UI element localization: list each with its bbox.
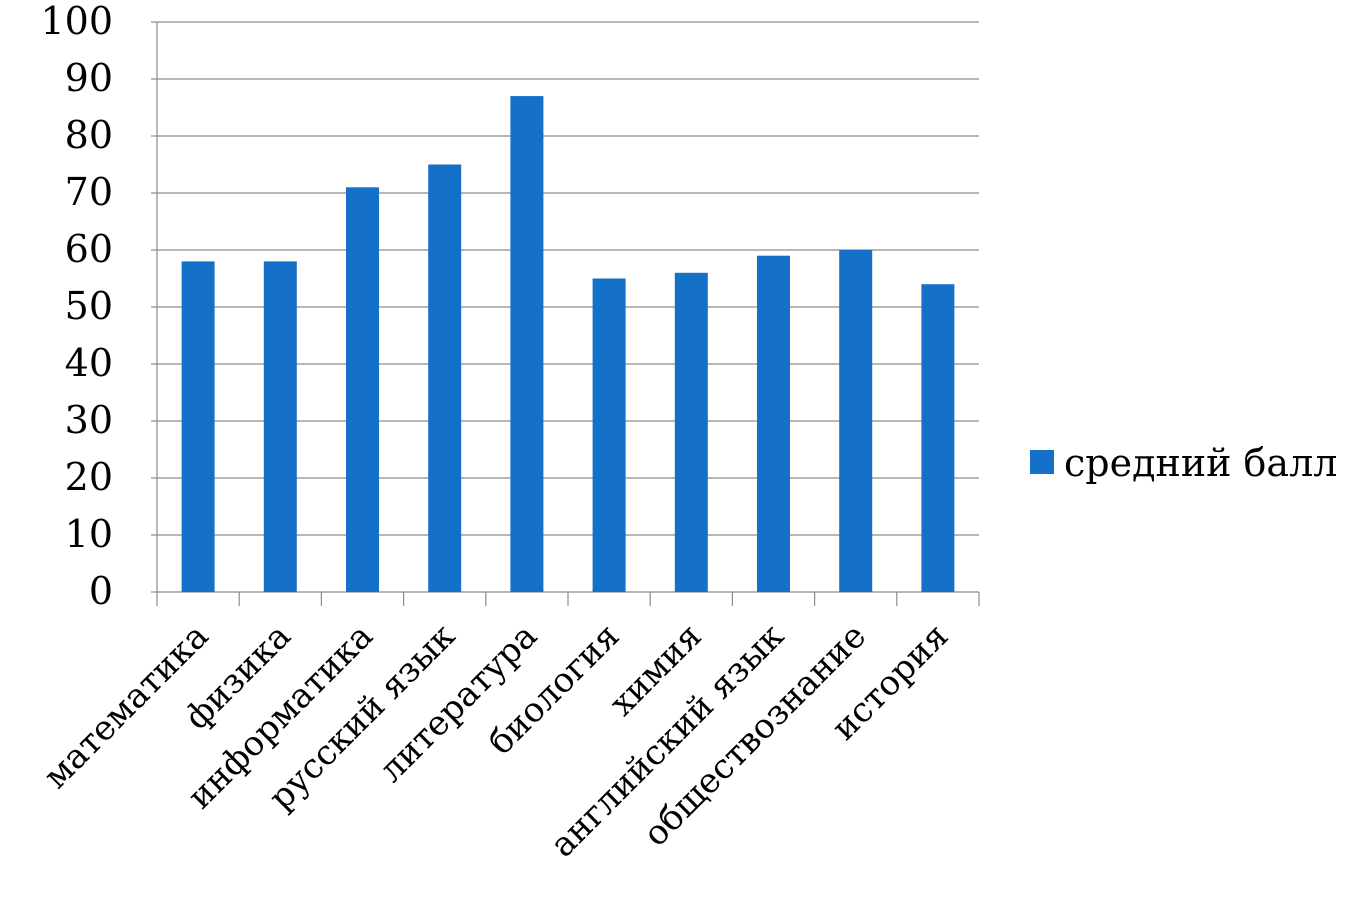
y-tick-label: 70: [65, 170, 113, 214]
legend: средний балл: [1030, 441, 1337, 485]
bar: [592, 278, 626, 592]
legend-swatch: [1030, 450, 1054, 474]
bar: [346, 187, 379, 593]
bar: [510, 96, 544, 592]
bar: [674, 272, 708, 592]
y-tick-label: 30: [65, 398, 113, 442]
bar: [757, 255, 790, 592]
bar: [428, 164, 462, 592]
y-tick-label: 0: [89, 569, 113, 613]
bar: [263, 261, 297, 592]
y-axis-tick-labels: 0 10 20 30 40 50 60 70 80 90 100: [40, 0, 113, 613]
y-tick-label: 60: [65, 227, 113, 271]
legend-label: средний балл: [1064, 441, 1337, 485]
y-tick-label: 100: [40, 0, 113, 43]
y-tick-label: 90: [65, 56, 113, 100]
bar: [839, 250, 873, 592]
y-tick-label: 50: [65, 284, 113, 328]
bar: [181, 261, 215, 592]
y-tick-label: 80: [65, 113, 113, 157]
bar-series: [181, 96, 955, 593]
bar: [921, 284, 955, 592]
y-tick-label: 20: [65, 455, 113, 499]
y-tick-label: 40: [65, 341, 113, 385]
y-tick-label: 10: [65, 512, 113, 556]
